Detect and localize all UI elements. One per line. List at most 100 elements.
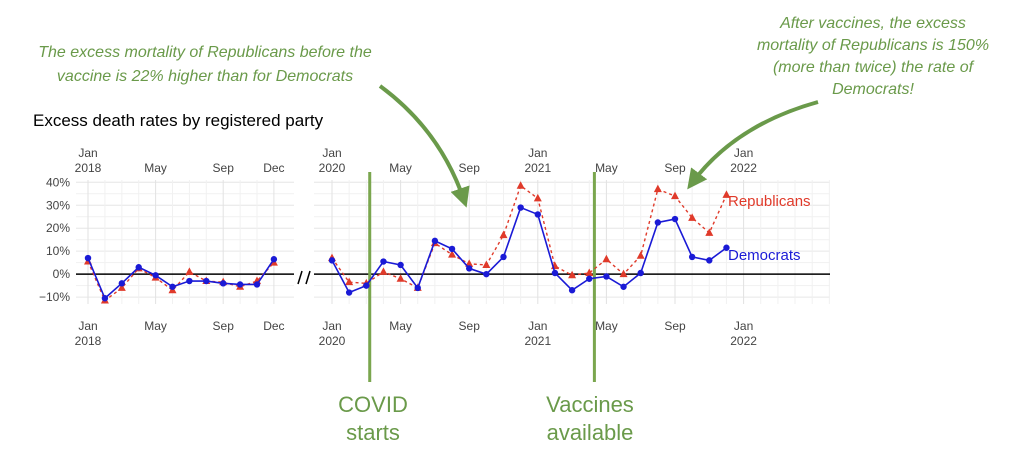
point-democrats xyxy=(654,219,662,226)
point-republicans xyxy=(671,191,679,200)
annotation-post-vaccine: After vaccines, the excess mortality of … xyxy=(687,15,989,190)
point-democrats xyxy=(706,257,713,264)
x-tick-label-top: Jan xyxy=(78,146,97,160)
x-tick-label-top: May xyxy=(595,161,618,175)
annotation-pre-vaccine-line-2: vaccine is 22% higher than for Democrats xyxy=(57,68,353,85)
x-tick-year-top: 2020 xyxy=(319,161,346,175)
x-tick-label-top: Dec xyxy=(263,161,284,175)
tick-layer: Jan2018Jan2018MayMaySepSepDecDecJan2020J… xyxy=(39,146,757,348)
point-republicans xyxy=(653,184,662,193)
series-line-republicans xyxy=(87,261,275,302)
point-democrats xyxy=(586,275,593,282)
grid-layer xyxy=(76,180,830,304)
point-republicans xyxy=(379,267,388,275)
point-republicans xyxy=(516,181,525,189)
point-republicans xyxy=(619,269,628,278)
point-republicans xyxy=(636,251,645,259)
point-democrats xyxy=(220,280,227,287)
point-republicans xyxy=(585,268,594,276)
point-democrats xyxy=(517,204,524,211)
annotation-post-vaccine-line-3: (more than twice) the rate of xyxy=(773,59,975,76)
point-democrats xyxy=(723,244,730,251)
point-republicans xyxy=(482,260,491,268)
point-republicans xyxy=(448,250,457,258)
series-label-democrats: Democrats xyxy=(728,247,801,264)
y-tick-label: −10% xyxy=(39,290,70,304)
x-tick-year-bottom: 2022 xyxy=(730,334,757,348)
point-democrats xyxy=(671,215,679,223)
series-label-republicans: Republicans xyxy=(728,193,811,210)
x-tick-label-bottom: Sep xyxy=(664,319,686,333)
x-tick-label-top: Jan xyxy=(322,146,341,160)
annotation-post-vaccine-line-1: After vaccines, the excess xyxy=(779,15,966,32)
point-republicans xyxy=(117,283,126,291)
y-tick-label: 40% xyxy=(46,175,70,189)
y-tick-label: 10% xyxy=(46,244,70,258)
point-democrats xyxy=(270,256,278,263)
y-tick-label: 20% xyxy=(46,221,70,235)
event-vaccines-label-line-2: available xyxy=(547,420,634,445)
x-tick-label-bottom: Dec xyxy=(263,319,284,333)
annotation-pre-vaccine-line-1: The excess mortality of Republicans befo… xyxy=(38,44,372,61)
x-tick-label-bottom: May xyxy=(144,319,167,333)
point-democrats xyxy=(603,273,610,280)
point-democrats xyxy=(169,283,176,290)
point-democrats xyxy=(397,261,404,269)
point-democrats xyxy=(203,277,210,285)
annotation-arrow-1 xyxy=(378,84,470,208)
annotation-pre-vaccine: The excess mortality of Republicans befo… xyxy=(38,44,470,208)
event-layer xyxy=(368,172,596,382)
annotation-post-vaccine-line-4: Democrats! xyxy=(832,81,914,98)
x-tick-year-top: 2021 xyxy=(524,161,551,175)
point-republicans xyxy=(499,230,508,239)
point-democrats xyxy=(118,280,126,287)
x-tick-label-top: Sep xyxy=(664,161,686,175)
point-republicans xyxy=(688,213,697,221)
point-democrats xyxy=(135,264,142,271)
point-democrats xyxy=(483,270,490,278)
x-tick-label-bottom: May xyxy=(595,319,618,333)
x-tick-label-bottom: Sep xyxy=(213,319,235,333)
y-tick-label: 30% xyxy=(46,198,70,212)
annotation-arrow-2 xyxy=(687,100,819,190)
point-republicans xyxy=(533,193,542,202)
point-democrats xyxy=(152,272,159,279)
x-tick-label-top: May xyxy=(144,161,167,175)
x-tick-label-bottom: Jan xyxy=(528,319,547,333)
x-tick-year-top: 2018 xyxy=(75,161,102,175)
x-tick-label-bottom: May xyxy=(389,319,412,333)
x-tick-label-top: Jan xyxy=(528,146,547,160)
x-tick-label-bottom: Jan xyxy=(78,319,97,333)
point-democrats xyxy=(534,211,541,218)
point-democrats xyxy=(253,281,261,288)
x-tick-label-bottom: Jan xyxy=(734,319,753,333)
series-layer xyxy=(84,181,731,304)
point-democrats xyxy=(688,253,696,261)
x-tick-label-top: Sep xyxy=(459,161,481,175)
x-tick-year-bottom: 2021 xyxy=(524,334,551,348)
point-republicans xyxy=(705,228,714,236)
event-covid-label-line-2: starts xyxy=(346,420,400,445)
point-republicans xyxy=(396,274,405,282)
point-democrats xyxy=(637,269,644,277)
annotation-post-vaccine-line-2: mortality of Republicans is 150% xyxy=(757,37,989,54)
point-republicans xyxy=(185,267,194,275)
x-tick-year-bottom: 2020 xyxy=(319,334,346,348)
point-democrats xyxy=(101,295,109,302)
event-covid-label-line-1: COVID xyxy=(338,392,408,417)
point-democrats xyxy=(236,281,244,288)
chart-title: Excess death rates by registered party xyxy=(33,111,324,130)
point-democrats xyxy=(363,282,370,289)
point-democrats xyxy=(380,258,387,265)
series-line-republicans xyxy=(331,184,728,289)
point-democrats xyxy=(466,265,473,272)
x-tick-year-top: 2022 xyxy=(730,161,757,175)
point-republicans xyxy=(722,190,731,198)
axis-break-marks xyxy=(297,270,311,285)
point-democrats xyxy=(568,287,576,294)
point-democrats xyxy=(448,245,456,253)
series-line-democrats xyxy=(331,206,727,294)
x-tick-label-top: May xyxy=(389,161,412,175)
y-tick-label: 0% xyxy=(53,267,71,281)
